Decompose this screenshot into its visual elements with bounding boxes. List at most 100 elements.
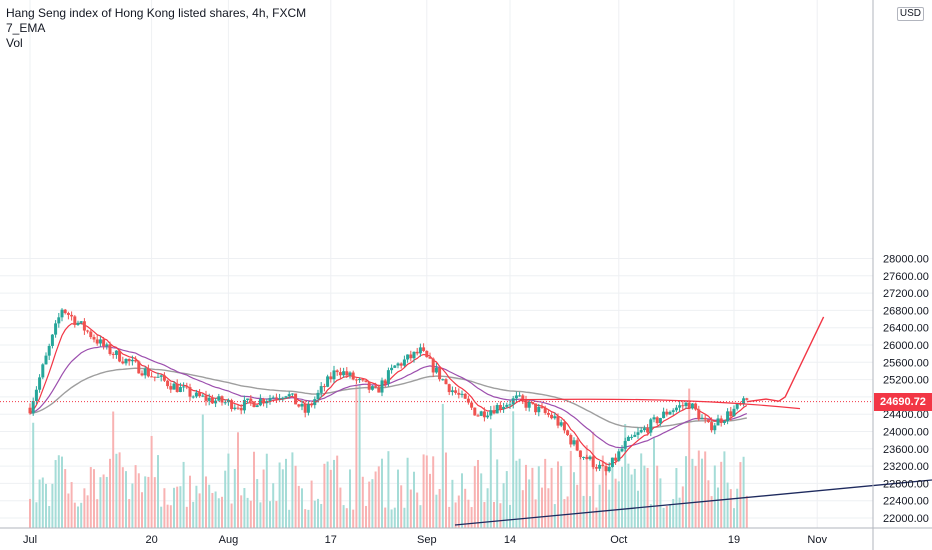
candle-body — [82, 321, 86, 331]
volume-bar — [393, 507, 396, 528]
volume-bar — [201, 414, 204, 528]
candle-body — [313, 399, 317, 406]
volume-bar — [493, 502, 495, 528]
volume-bar — [733, 508, 735, 528]
candle-body — [470, 402, 474, 408]
volume-bar — [531, 467, 534, 528]
volume-bar — [35, 502, 38, 528]
candle-body — [130, 359, 134, 362]
volume-bar — [717, 487, 719, 528]
volume-bar — [336, 455, 339, 528]
volume-bar — [649, 504, 652, 528]
candle-body — [652, 417, 656, 420]
volume-bar — [73, 502, 76, 528]
trendline[interactable] — [454, 479, 932, 526]
volume-bar — [208, 484, 211, 528]
volume-bar — [96, 499, 99, 528]
candle-body — [601, 464, 605, 467]
projected-price-path — [746, 316, 825, 403]
candle-body — [710, 422, 714, 431]
price-tick-label: 22000.00 — [883, 513, 929, 525]
volume-bar — [563, 499, 566, 528]
candle-body — [399, 363, 403, 366]
candle-body — [370, 386, 374, 390]
volume-bar — [480, 473, 483, 528]
volume-bar — [157, 455, 159, 528]
candle-body — [502, 406, 506, 410]
volume-bar — [745, 495, 748, 528]
candle-body — [86, 330, 90, 332]
volume-bar — [89, 467, 92, 528]
projection-path[interactable] — [746, 316, 825, 403]
candle-body — [185, 386, 189, 388]
volume-bar — [144, 476, 147, 528]
moving-averages — [29, 322, 748, 466]
candle-body — [716, 418, 720, 426]
volume-bar — [61, 456, 63, 528]
volume-bar — [646, 467, 649, 528]
volume-bar — [505, 471, 508, 528]
candle-body — [492, 410, 496, 414]
volume-bar — [41, 477, 44, 528]
volume-bar — [387, 451, 390, 528]
candle-body — [569, 435, 573, 445]
candle-body — [658, 418, 662, 424]
volume-bar — [515, 460, 518, 528]
volume-bar — [83, 488, 86, 528]
indicator-label[interactable]: 7_EMA — [6, 21, 46, 35]
candle-body — [633, 434, 637, 437]
candle-body — [271, 397, 275, 399]
candle-body — [575, 440, 579, 451]
volume-bar — [105, 476, 108, 528]
candle-body — [361, 379, 365, 381]
candle-body — [530, 401, 534, 404]
candle-body — [57, 317, 61, 324]
candle-body — [706, 419, 710, 423]
volume-bar — [342, 505, 345, 528]
volume-bar — [432, 456, 435, 528]
candle-body — [137, 361, 141, 374]
volume-bar — [32, 422, 35, 528]
volume-bar — [560, 466, 563, 528]
candle-body — [572, 440, 576, 445]
volume-bar — [38, 479, 41, 528]
currency-badge[interactable]: USD — [896, 7, 924, 21]
candle-body — [665, 411, 669, 415]
candle-body — [690, 403, 694, 409]
volume-bar — [57, 455, 60, 528]
volume-bar — [221, 496, 223, 528]
candle-body — [66, 313, 70, 315]
candle-body — [332, 370, 336, 380]
candle-body — [713, 425, 717, 431]
volume-bar — [429, 473, 431, 528]
candlesticks[interactable] — [28, 308, 749, 476]
volume-bar — [617, 481, 620, 528]
candle-body — [47, 345, 51, 356]
candle-body — [345, 371, 349, 376]
volume-bar — [345, 508, 348, 528]
candle-body — [338, 372, 342, 376]
volume-bar — [499, 503, 502, 528]
candle-body — [166, 380, 170, 387]
volume-bar — [598, 484, 601, 528]
candle-body — [495, 405, 499, 414]
volume-bar — [633, 468, 636, 528]
volume-label[interactable]: Vol — [6, 36, 23, 50]
volume-bar — [665, 505, 668, 528]
volume-bar — [134, 465, 137, 528]
candle-body — [326, 376, 330, 387]
symbol-title[interactable]: Hang Seng index of Hong Kong listed shar… — [6, 6, 307, 20]
volume-bar — [422, 454, 425, 528]
price-tick-label: 27200.00 — [883, 288, 929, 300]
volume-bar — [582, 495, 585, 528]
candle-body — [425, 350, 429, 358]
candle-body — [642, 428, 646, 431]
volume-bar — [217, 498, 220, 528]
volume-bar — [601, 455, 604, 528]
volume-bar — [659, 478, 662, 528]
candle-body — [626, 436, 630, 441]
volume-bar — [137, 473, 140, 528]
